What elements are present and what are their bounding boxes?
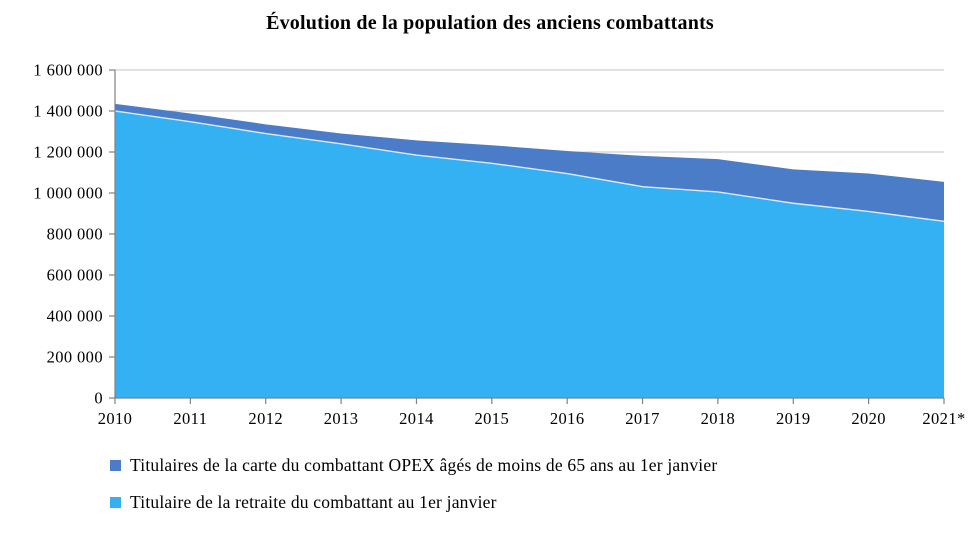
y-tick-label: 1 400 000 — [33, 102, 103, 121]
legend-item-carte-opex: Titulaires de la carte du combattant OPE… — [110, 452, 970, 478]
y-tick-label: 800 000 — [47, 225, 103, 244]
series-boundary-line — [114, 110, 945, 222]
chart-legend: Titulaires de la carte du combattant OPE… — [110, 452, 970, 526]
y-tick-label: 200 000 — [47, 348, 103, 367]
x-tick-label: 2013 — [324, 409, 359, 428]
x-tick-label: 2010 — [98, 409, 133, 428]
legend-label-retraite: Titulaire de la retraite du combattant a… — [130, 491, 497, 512]
x-tick-label: 2014 — [399, 409, 434, 428]
area-carte-opex — [115, 103, 944, 222]
y-tick-label: 400 000 — [47, 307, 103, 326]
y-tick-label: 1 200 000 — [33, 143, 103, 162]
x-tick-label: 2018 — [701, 409, 736, 428]
plot-area: 1 600 000 1 400 000 1 200 000 1 000 000 800 … — [33, 61, 965, 429]
x-tick-label: 2015 — [475, 409, 510, 428]
chart-title: Évolution de la population des anciens c… — [266, 12, 714, 34]
legend-swatch-retraite — [110, 496, 121, 508]
x-tick-label: 2016 — [550, 409, 585, 428]
legend-swatch-carte-opex — [110, 459, 121, 471]
y-tick-label: 1 600 000 — [33, 61, 103, 80]
x-tick-label: 2012 — [248, 409, 283, 428]
y-tick-label: 0 — [94, 389, 103, 408]
area-retraite-combattant — [115, 111, 944, 398]
x-tick-label: 2019 — [776, 409, 811, 428]
y-tick-label: 600 000 — [47, 266, 103, 285]
x-tick-label: 2020 — [851, 409, 886, 428]
legend-item-retraite: Titulaire de la retraite du combattant a… — [110, 489, 970, 515]
legend-label-carte-opex: Titulaires de la carte du combattant OPE… — [130, 454, 718, 475]
x-tick-label: 2021* — [922, 409, 965, 428]
x-tick-label: 2011 — [173, 409, 207, 428]
x-tick-label: 2017 — [625, 409, 660, 428]
y-tick-label: 1 000 000 — [33, 184, 103, 203]
